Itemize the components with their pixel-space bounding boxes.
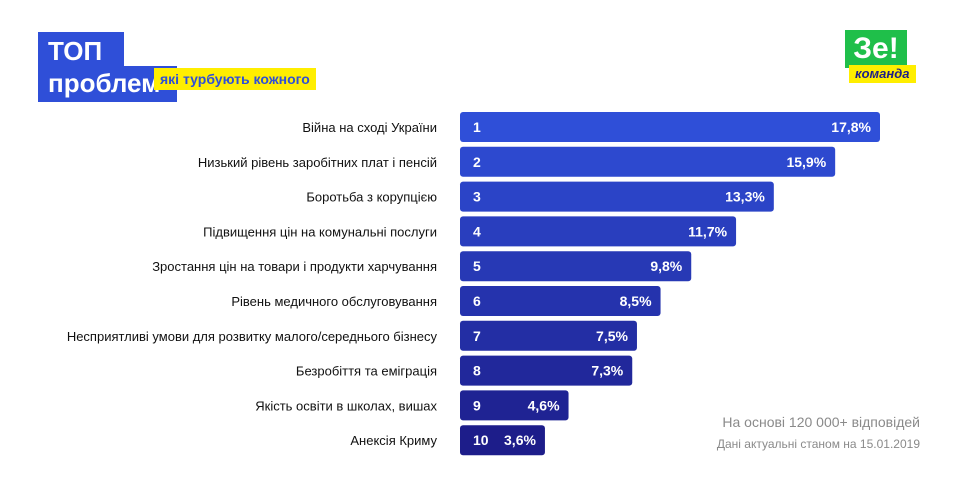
bar <box>460 181 774 212</box>
title-line1: ТОП <box>38 32 124 70</box>
bar <box>460 425 545 456</box>
category-label: Рівень медичного обслуговування <box>231 294 437 309</box>
rank-label: 7 <box>473 328 481 344</box>
value-label: 11,7% <box>688 223 727 239</box>
footnote-responses: На основі 120 000+ відповідей <box>722 414 920 430</box>
category-label: Якість освіти в школах, вишах <box>255 398 437 413</box>
logo-main-text: Зе! <box>845 30 907 68</box>
rank-label: 6 <box>473 293 481 309</box>
category-label: Боротьба з корупцією <box>306 190 437 205</box>
value-label: 8,5% <box>620 293 652 309</box>
value-label: 9,8% <box>650 258 682 274</box>
bar <box>460 146 836 177</box>
title-line2: проблем <box>38 66 177 102</box>
value-label: 17,8% <box>831 119 871 135</box>
value-label: 15,9% <box>786 154 826 170</box>
rank-label: 2 <box>473 154 481 170</box>
value-label: 7,3% <box>591 363 623 379</box>
footnote-date: Дані актуальні станом на 15.01.2019 <box>716 437 920 451</box>
category-label: Війна на сході України <box>302 120 437 135</box>
bar <box>460 216 737 247</box>
value-label: 7,5% <box>596 328 628 344</box>
rank-label: 10 <box>473 432 489 448</box>
bar <box>460 390 569 421</box>
rank-label: 3 <box>473 189 481 205</box>
category-label: Зростання цін на товари і продукти харчу… <box>152 259 437 274</box>
rank-label: 8 <box>473 363 481 379</box>
bar <box>460 286 661 316</box>
category-label: Несприятливі умови для розвитку малого/с… <box>67 329 438 344</box>
ze-team-logo: Зе! команда <box>845 30 923 86</box>
bar <box>460 355 633 386</box>
category-label: Низький рівень заробітних плат і пенсій <box>198 155 437 170</box>
category-label: Анексія Криму <box>350 433 437 448</box>
rank-label: 5 <box>473 258 481 274</box>
value-label: 4,6% <box>528 397 560 413</box>
category-label: Безробіття та еміграція <box>296 364 437 379</box>
subtitle: які турбують кожного <box>154 68 316 90</box>
logo-sub-text: команда <box>849 65 916 83</box>
value-label: 3,6% <box>504 432 536 448</box>
bar <box>460 251 692 282</box>
value-label: 13,3% <box>725 189 765 205</box>
rank-label: 9 <box>473 397 481 413</box>
bar <box>460 112 880 142</box>
bar <box>460 320 637 351</box>
rank-label: 1 <box>473 119 481 135</box>
category-label: Підвищення цін на комунальні послуги <box>203 224 437 239</box>
rank-label: 4 <box>473 223 481 239</box>
